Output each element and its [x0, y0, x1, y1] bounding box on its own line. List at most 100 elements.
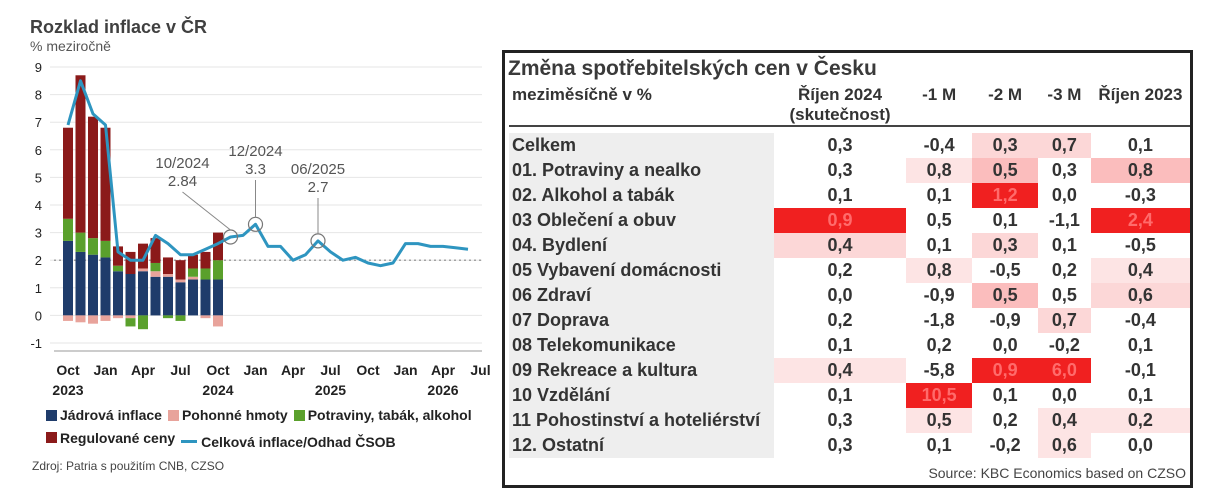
row-value: 0,5: [1038, 283, 1091, 308]
bar-segment: [88, 315, 98, 324]
y-tick-label: 3: [35, 226, 42, 241]
table-row: 04. Bydlení 0,4 0,1 0,3 0,1 -0,5: [509, 233, 1190, 258]
header-category: meziměsíčně v %: [509, 83, 774, 127]
row-value: 1,2: [972, 183, 1039, 208]
chart-subtitle: % meziročně: [30, 38, 111, 54]
bar-segment: [163, 274, 173, 277]
bar-segment: [88, 238, 98, 255]
row-value: 0,2: [1090, 408, 1190, 433]
x-tick-label: Jul: [320, 362, 340, 378]
bar-segment: [100, 240, 111, 258]
bar-segment: [188, 254, 198, 269]
row-value: 0,7: [1038, 133, 1091, 158]
row-value: 0,1: [972, 383, 1039, 408]
row-value: 0,4: [1090, 258, 1190, 283]
y-tick-label: 7: [35, 115, 42, 130]
bar-segment: [213, 260, 223, 280]
bar-segment: [63, 315, 73, 321]
table-row: 05 Vybavení domácnosti 0,2 0,8 -0,5 0,2 0,4: [509, 258, 1190, 283]
table-row: 03 Oblečení a obuv 0,9 0,5 0,1 -1,1 2,4: [509, 208, 1190, 233]
annotation-date: 06/2025: [291, 161, 345, 178]
bar-segment: [150, 276, 161, 316]
row-value: 0,3: [972, 133, 1039, 158]
bar-segment: [188, 279, 198, 316]
legend-color-swatch: [293, 409, 305, 421]
row-value: 0,0: [773, 283, 907, 308]
row-value: 0,3: [1038, 158, 1091, 183]
bar-segment: [75, 251, 86, 316]
row-value: -0,4: [906, 133, 973, 158]
cpi-table: meziměsíčně v % Říjen 2024 (skutečnost) …: [509, 83, 1190, 458]
total-inflation-line: [66, 79, 469, 268]
bar-segment: [150, 262, 161, 272]
row-value: 0,2: [972, 408, 1039, 433]
legend-line-swatch: [181, 440, 198, 443]
row-value: -1,1: [1038, 208, 1091, 233]
x-tick-label: Oct: [56, 362, 80, 378]
row-category: 07 Doprava: [509, 308, 774, 333]
chart-title: Rozklad inflace v ČR: [30, 17, 208, 37]
row-value: 0,1: [1090, 383, 1190, 408]
row-value: 0,3: [773, 158, 907, 183]
row-category: 01. Potraviny a nealko: [509, 158, 774, 183]
cpi-change-table-panel: Změna spotřebitelských cen v Česku mezim…: [502, 50, 1193, 488]
bar-segment: [163, 315, 173, 319]
bar-segment: [125, 251, 136, 274]
legend-item: Regulované ceny: [46, 427, 175, 449]
x-tick-label: Apr: [131, 362, 156, 378]
row-category: 11 Pohostinství a hoteliérství: [509, 408, 774, 433]
row-value: 0,2: [773, 308, 907, 333]
y-tick-label: 1: [35, 281, 42, 296]
header-minus-1m: -1 M: [906, 83, 973, 127]
bar-segment: [125, 318, 136, 327]
row-value: 10,5: [906, 383, 973, 408]
row-value: 0,3: [773, 133, 907, 158]
y-tick-label: 8: [35, 88, 42, 103]
bar-segment: [125, 274, 136, 316]
table-row: Celkem 0,3 -0,4 0,3 0,7 0,1: [509, 133, 1190, 158]
table-row: 11 Pohostinství a hoteliérství 0,3 0,5 0,2 0…: [509, 408, 1190, 433]
table-row: 07 Doprava 0,2 -1,8 -0,9 0,7 -0,4: [509, 308, 1190, 333]
bar-segment: [63, 127, 73, 219]
row-value: -0,5: [1090, 233, 1190, 258]
y-tick-label: 0: [35, 308, 42, 323]
row-value: 0,8: [906, 158, 973, 183]
bar-segment: [213, 232, 223, 261]
table-row: 01. Potraviny a nealko 0,3 0,8 0,5 0,3 0,8: [509, 158, 1190, 183]
bar-segment: [200, 279, 211, 316]
row-value: 0,3: [972, 233, 1039, 258]
row-value: 0,4: [1038, 408, 1091, 433]
row-category: 02. Alkohol a tabák: [509, 183, 774, 208]
row-value: 0,0: [1090, 433, 1190, 458]
x-year-label: 2026: [427, 382, 458, 398]
row-value: -0,3: [1090, 183, 1190, 208]
row-value: 0,5: [906, 408, 973, 433]
row-value: -0,5: [972, 258, 1039, 283]
annotation-leader: [182, 191, 231, 231]
table-row: 10 Vzdělání 0,1 10,5 0,1 0,0 0,1: [509, 383, 1190, 408]
bar-segment: [188, 268, 198, 277]
legend-item: Celková inflace/Odhad ČSOB: [181, 431, 396, 453]
row-value: -0,2: [1038, 333, 1091, 358]
row-value: 0,0: [972, 333, 1039, 358]
row-value: 0,5: [906, 208, 973, 233]
row-value: 0,8: [1090, 158, 1190, 183]
legend-label: Celková inflace/Odhad ČSOB: [201, 433, 396, 450]
row-value: 0,4: [773, 358, 907, 383]
header-oct-2024-line2: (skutečnost): [789, 105, 891, 124]
row-value: 6,0: [1038, 358, 1091, 383]
x-year-label: 2025: [315, 382, 346, 398]
bar-segment: [150, 238, 161, 263]
x-tick-label: Oct: [356, 362, 380, 378]
x-tick-label: Oct: [206, 362, 230, 378]
bar-segment: [138, 243, 148, 269]
chart-source: Zdroj: Patria s použitím CNB, CZSO: [32, 459, 225, 473]
row-value: 0,1: [773, 183, 907, 208]
row-category: 12. Ostatní: [509, 433, 774, 458]
x-tick-label: Jan: [393, 362, 417, 378]
row-category: 09 Rekreace a kultura: [509, 358, 774, 383]
table-title: Změna spotřebitelských cen v Česku: [508, 57, 877, 80]
row-value: 0,1: [906, 433, 973, 458]
x-tick-label: Apr: [281, 362, 306, 378]
bar-segment: [113, 265, 123, 272]
